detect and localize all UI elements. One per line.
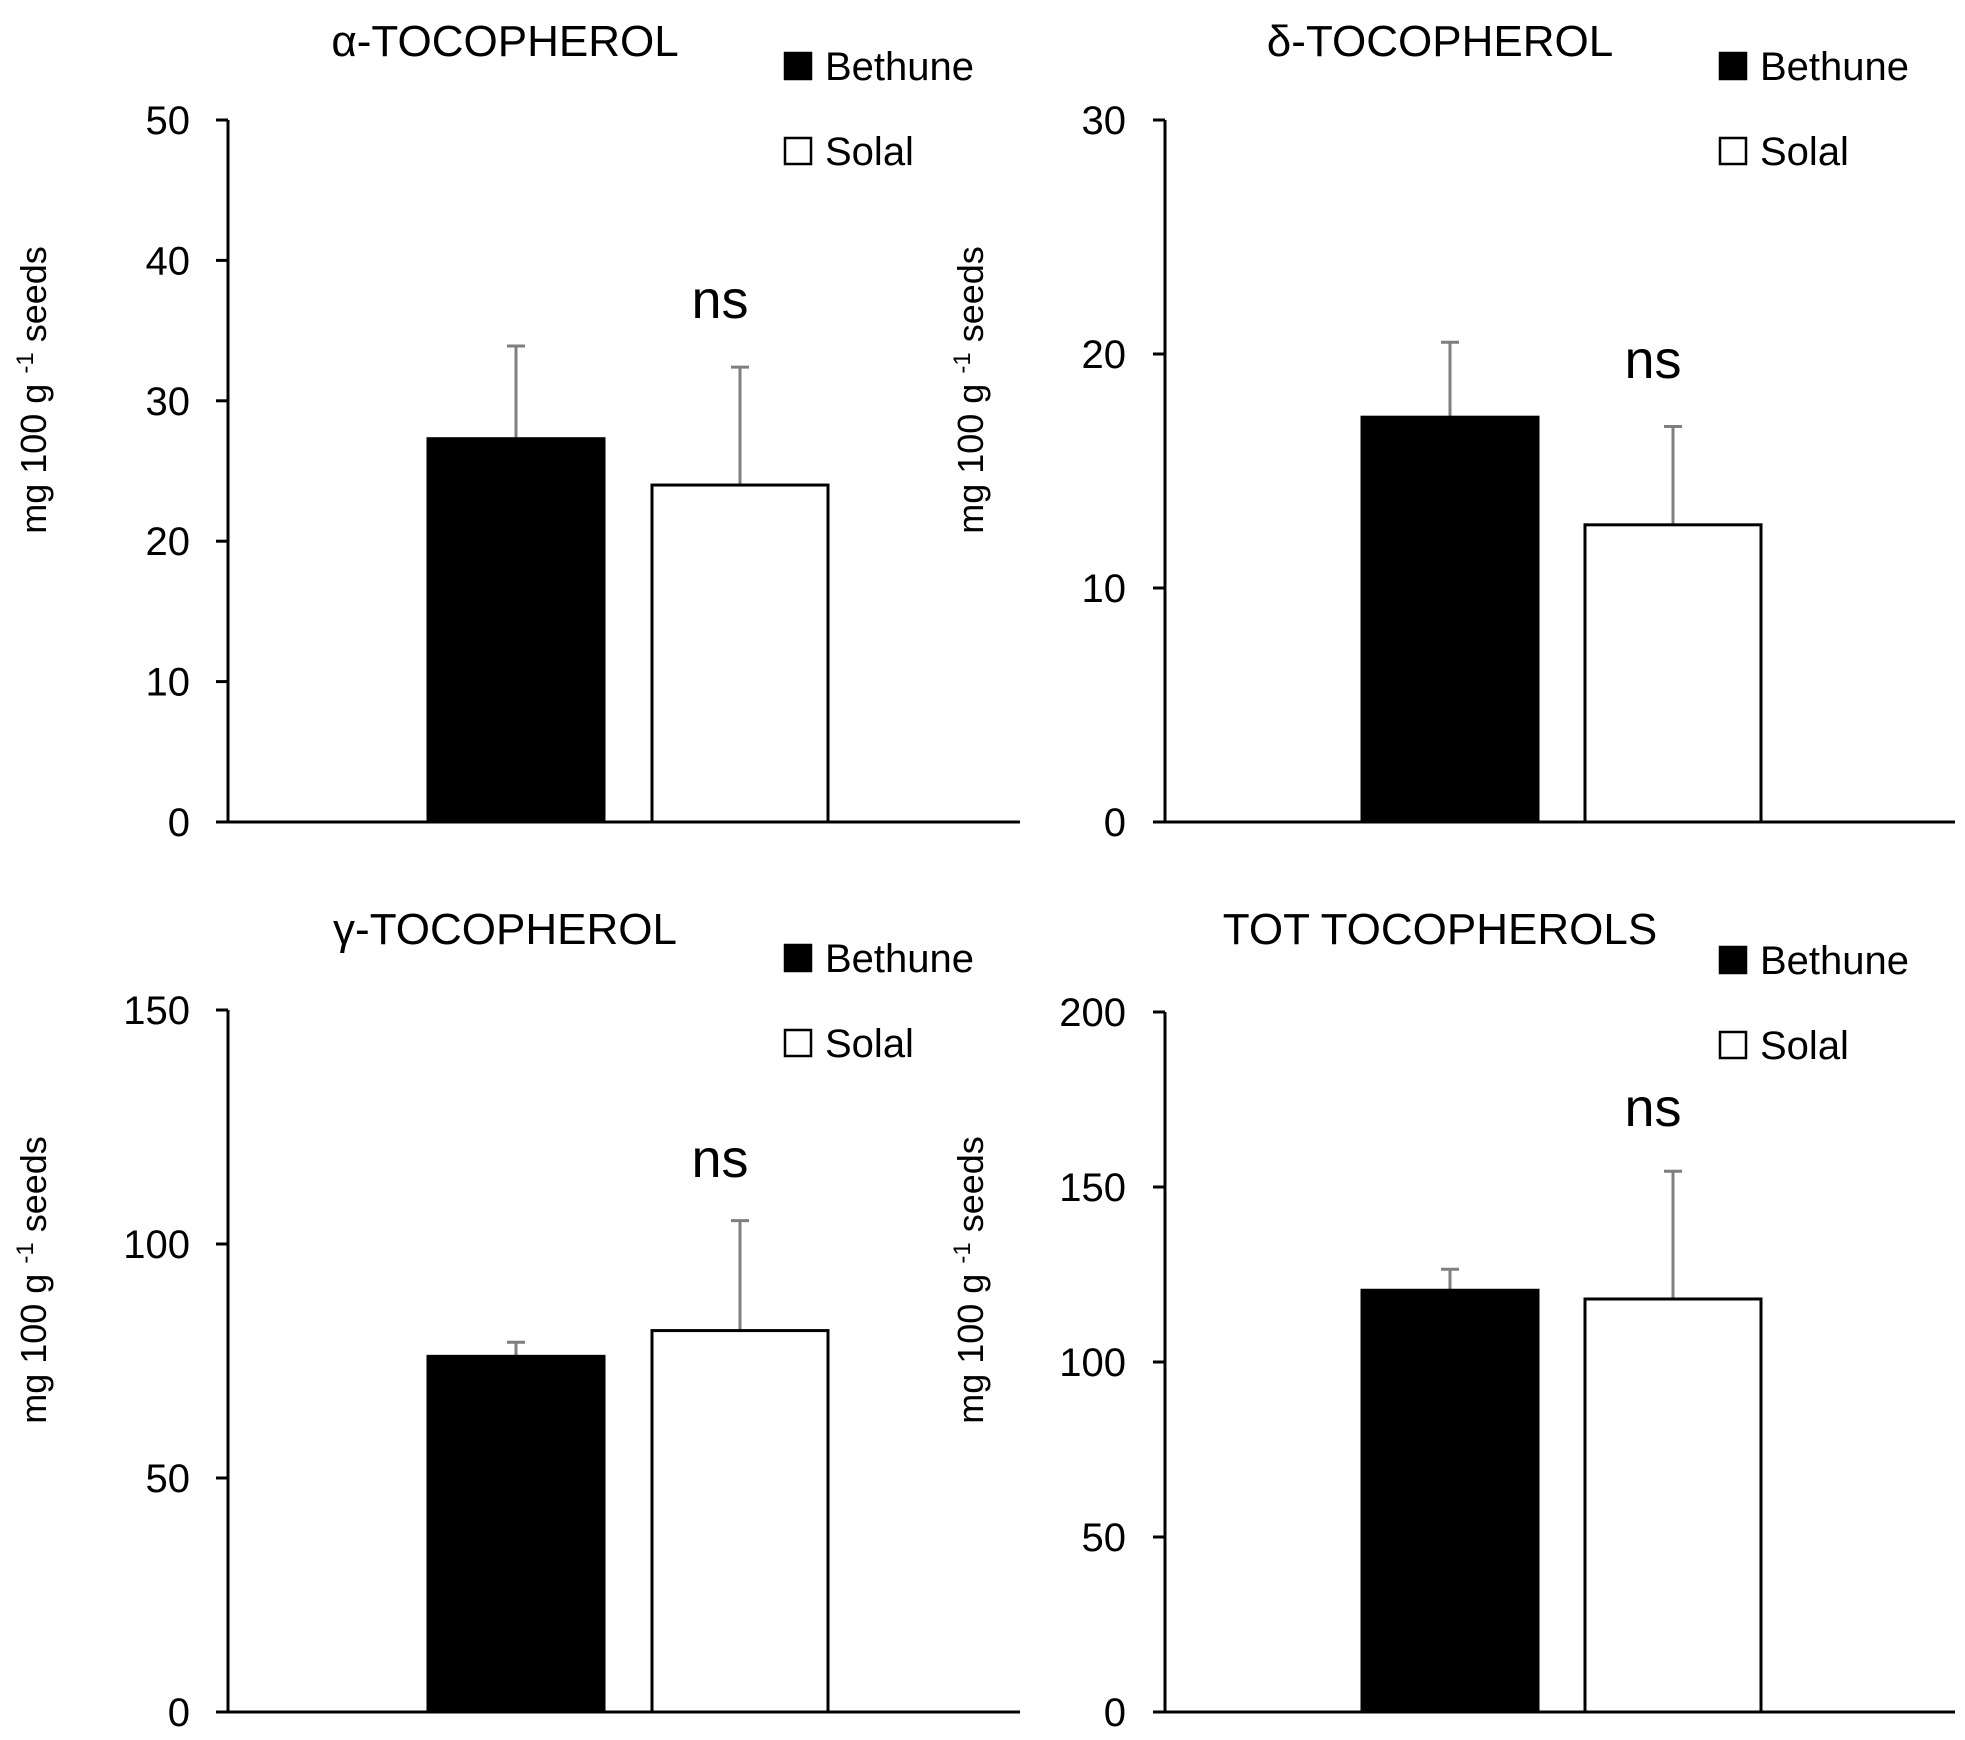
- chart-panel-3: γ-TOCOPHEROL 0 50 100 150 mg 100 g -1 seeds ns…: [12, 905, 1020, 1735]
- y-tick-label: 30: [146, 380, 191, 424]
- y-tick-label: 150: [123, 989, 190, 1033]
- chart-title: δ-TOCOPHEROL: [1267, 17, 1613, 66]
- chart-title: γ-TOCOPHEROL: [333, 905, 677, 954]
- bar-bethune: [1360, 415, 1540, 824]
- significance-label: ns: [691, 1129, 748, 1189]
- chart-panel-2: δ-TOCOPHEROL 0 10 20 30 mg 100 g -1 seeds ns Be…: [949, 17, 1955, 845]
- y-tick-label: 100: [123, 1223, 190, 1267]
- bar-solal: [1583, 1297, 1763, 1714]
- y-axis-label: mg 100 g -1 seeds: [949, 1136, 992, 1424]
- bar-bethune: [1360, 1288, 1540, 1714]
- chart-title: TOT TOCOPHEROLS: [1223, 905, 1657, 954]
- legend-label-solal: Solal: [825, 130, 914, 174]
- y-tick-label: 50: [146, 99, 191, 143]
- y-axis-label: mg 100 g -1 seeds: [12, 1136, 55, 1424]
- legend-swatch-bethune: [783, 51, 813, 81]
- y-tick-label: 0: [1104, 801, 1126, 845]
- legend-swatch-bethune: [1718, 945, 1748, 975]
- legend-swatch-solal: [1718, 136, 1748, 166]
- y-tick-label: 20: [1082, 333, 1127, 377]
- legend-swatch-bethune: [783, 943, 813, 973]
- y-tick-label: 0: [1104, 1691, 1126, 1735]
- y-tick-label: 40: [146, 239, 191, 283]
- y-tick-label: 20: [146, 520, 191, 564]
- chart-panel-4: TOT TOCOPHEROLS 0 50 100 150 200 mg 100 g -1 s…: [949, 905, 1955, 1735]
- bar-solal: [650, 483, 830, 824]
- legend-label-solal: Solal: [1760, 1024, 1849, 1068]
- legend-label-bethune: Bethune: [1760, 939, 1909, 983]
- significance-label: ns: [1624, 1078, 1681, 1138]
- y-tick-label: 50: [1082, 1516, 1127, 1560]
- significance-label: ns: [1624, 330, 1681, 390]
- legend-swatch-solal: [783, 1028, 813, 1058]
- y-tick-label: 150: [1059, 1166, 1126, 1210]
- legend-swatch-solal: [1718, 1030, 1748, 1060]
- y-tick-label: 30: [1082, 99, 1127, 143]
- significance-label: ns: [691, 270, 748, 330]
- bar-bethune: [426, 1354, 606, 1714]
- chart-panel-1: α-TOCOPHEROL 0 10 20 30 40 50 mg 100 g -1 seeds…: [12, 17, 1020, 845]
- chart-title: α-TOCOPHEROL: [331, 17, 678, 66]
- y-tick-label: 200: [1059, 991, 1126, 1035]
- legend-label-solal: Solal: [1760, 130, 1849, 174]
- legend-label-bethune: Bethune: [825, 937, 974, 981]
- bar-solal: [1583, 523, 1763, 824]
- y-tick-label: 100: [1059, 1341, 1126, 1385]
- y-tick-label: 0: [168, 801, 190, 845]
- y-tick-label: 0: [168, 1691, 190, 1735]
- y-tick-label: 50: [146, 1457, 191, 1501]
- legend-label-bethune: Bethune: [825, 45, 974, 89]
- y-axis-label: mg 100 g -1 seeds: [12, 246, 55, 534]
- legend-label-bethune: Bethune: [1760, 45, 1909, 89]
- y-axis-label: mg 100 g -1 seeds: [949, 246, 992, 534]
- bar-solal: [650, 1329, 830, 1714]
- y-tick-label: 10: [1082, 567, 1127, 611]
- y-tick-label: 10: [146, 661, 191, 705]
- legend-swatch-solal: [783, 136, 813, 166]
- bar-bethune: [426, 437, 606, 824]
- legend-label-solal: Solal: [825, 1022, 914, 1066]
- legend-swatch-bethune: [1718, 51, 1748, 81]
